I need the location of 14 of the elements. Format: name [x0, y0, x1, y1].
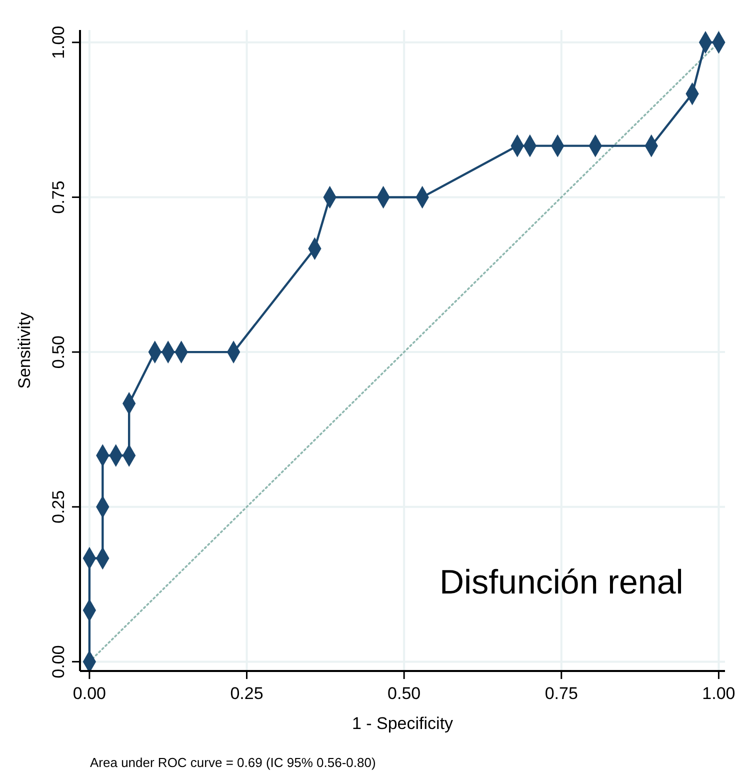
- x-tick-label: 0.75: [544, 684, 578, 703]
- y-tick-label: 0.75: [49, 180, 68, 214]
- x-tick-label: 0.25: [230, 684, 264, 703]
- x-axis-title: 1 - Specificity: [352, 714, 454, 733]
- y-tick-label: 0.50: [49, 336, 68, 369]
- y-tick-label: 1.00: [49, 26, 68, 59]
- annotation: Disfunción renal: [439, 564, 684, 602]
- x-tick-label: 1.00: [702, 684, 736, 703]
- y-tick-label: 0.00: [49, 645, 68, 678]
- x-tick-label: 0.50: [388, 684, 421, 703]
- x-tick-label: 0.00: [72, 684, 106, 703]
- y-axis-title: Sensitivity: [15, 312, 34, 389]
- text: Area under ROC curve = 0.69 (IC 95% 0.56-0.80): [90, 755, 376, 770]
- y-tick-label: 0.25: [49, 490, 68, 524]
